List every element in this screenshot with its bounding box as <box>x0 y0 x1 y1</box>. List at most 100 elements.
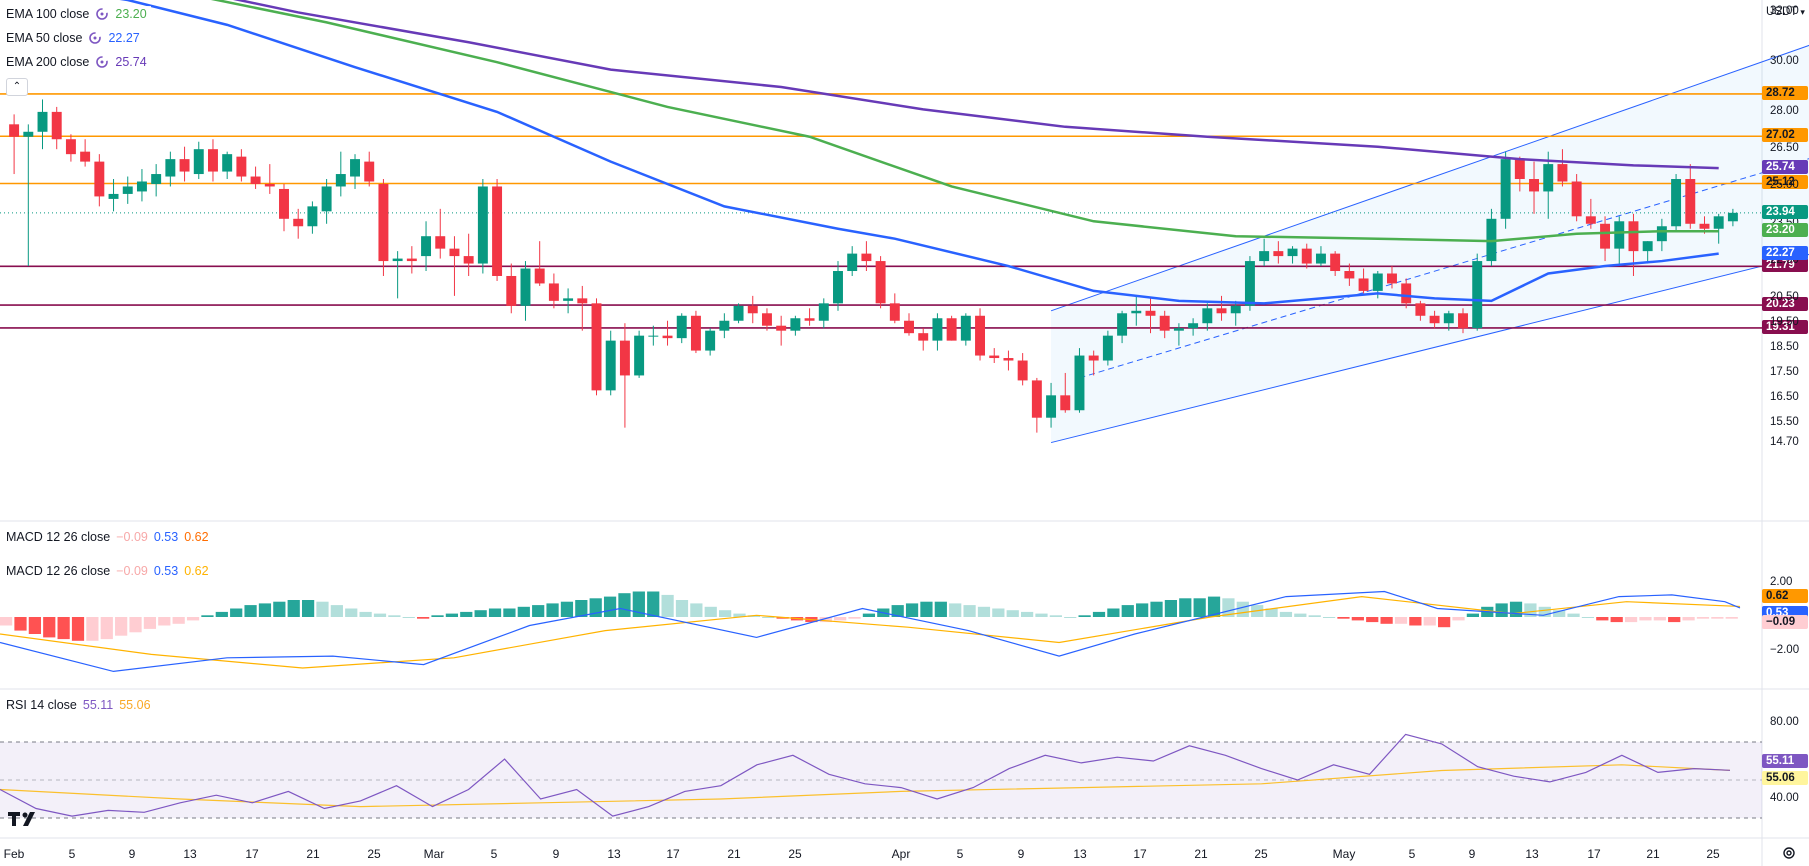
candle-body <box>421 236 432 257</box>
price-tick-label: 25.00 <box>1770 179 1799 192</box>
time-axis-label: 5 <box>956 847 964 861</box>
level-tag: 27.02 <box>1762 128 1808 143</box>
candle-body <box>1685 179 1696 224</box>
macd-hist-bar <box>1064 617 1077 618</box>
macd-hist-bar <box>1308 615 1321 617</box>
price-tag: 23.94 <box>1762 204 1808 219</box>
price-tick-label: 19.50 <box>1770 316 1799 329</box>
ema200-line <box>232 0 1719 170</box>
legend-ema100[interactable]: EMA 100 close 23.20 <box>6 6 151 22</box>
macd-hist-bar <box>57 617 70 640</box>
macd-hist-bar <box>1294 613 1307 617</box>
macd-hist-bar <box>1164 600 1178 617</box>
time-axis-label: 9 <box>128 847 136 861</box>
macd-hist-bar <box>0 617 13 626</box>
macd-hist-bar <box>316 601 329 617</box>
price-tick-label: 30.00 <box>1770 55 1799 68</box>
macd-hist-bar <box>920 601 933 617</box>
legend-macd[interactable]: MACD 12 26 close −0.09 0.53 0.62 <box>6 563 213 579</box>
candle-body <box>733 305 744 321</box>
macd-hist-bar <box>129 617 142 633</box>
macd-hist-bar <box>819 617 832 623</box>
candle-body <box>1358 278 1369 291</box>
candle-body <box>1159 315 1170 331</box>
candle-body <box>847 253 858 272</box>
currency-label: USDT <box>1766 6 1798 18</box>
tradingview-logo <box>8 810 42 833</box>
macd-hist-bar <box>287 600 300 617</box>
candle-body <box>37 111 48 132</box>
ema50-line <box>119 0 1719 305</box>
macd-hist-bar <box>603 596 617 617</box>
price-tick-label: 20.50 <box>1770 291 1799 304</box>
macd-hist-bar <box>1682 617 1695 621</box>
macd-hist-bar <box>1538 606 1551 617</box>
refresh-icon[interactable] <box>88 31 102 45</box>
candle-body <box>1543 164 1554 192</box>
candle-body <box>51 111 62 140</box>
legend-ema50[interactable]: EMA 50 close 22.27 <box>6 30 144 46</box>
legend-macd-label: MACD 12 26 close <box>6 564 111 578</box>
macd-hist-bar <box>1236 601 1249 617</box>
macd-hist-bar <box>1495 603 1508 617</box>
level-tag: 19.31 <box>1762 319 1808 334</box>
candle-body <box>1173 328 1184 331</box>
collapse-legend-button[interactable]: ⌃ <box>6 78 28 96</box>
candle-body <box>975 315 986 356</box>
settings-gear-icon[interactable] <box>1782 846 1796 860</box>
candle-body <box>1117 313 1128 336</box>
macd-hist-bar <box>1092 611 1106 617</box>
candle-body <box>1344 271 1355 279</box>
macd-hist-bar <box>1366 617 1379 623</box>
time-axis-label: 17 <box>666 847 680 861</box>
legend-rsi[interactable]: RSI 14 close 55.11 55.06 <box>6 697 155 713</box>
candle-body <box>989 355 1000 359</box>
time-axis-label: 21 <box>1194 847 1208 861</box>
time-axis-label: 13 <box>1073 847 1087 861</box>
chevron-down-icon: ▾ <box>1800 7 1805 17</box>
candle-body <box>463 256 474 264</box>
price-tag: 23.20 <box>1762 223 1808 238</box>
candle-body <box>1202 308 1213 324</box>
price-tick-label: 26.50 <box>1770 142 1799 155</box>
legend-macd-top[interactable]: MACD 12 26 close −0.09 0.53 0.62 <box>6 529 213 545</box>
macd-hist-bar <box>460 611 473 617</box>
macd-hist-bar <box>675 600 689 617</box>
candle-body <box>719 320 730 331</box>
candle-body <box>875 261 886 304</box>
channel-mid-line <box>1079 158 1809 379</box>
candle-body <box>634 335 645 376</box>
currency-selector[interactable]: USDT ▾ <box>1766 6 1805 18</box>
candle-body <box>776 325 787 331</box>
macd-hist-bar <box>345 608 358 617</box>
candle-body <box>1188 323 1199 329</box>
time-axis-label: 5 <box>68 847 76 861</box>
macd-hist-bar <box>1423 617 1436 626</box>
candle-body <box>506 275 517 306</box>
candle-body <box>1443 313 1454 324</box>
legend-rsi-label: RSI 14 close <box>6 698 77 712</box>
candle-body <box>676 315 687 339</box>
candle-body <box>833 271 843 304</box>
candle-body <box>1557 164 1568 182</box>
time-axis-label: 9 <box>1017 847 1025 861</box>
candle-body <box>1401 283 1412 304</box>
refresh-icon[interactable] <box>95 7 109 21</box>
refresh-icon[interactable] <box>95 55 109 69</box>
time-axis-label: 9 <box>1468 847 1476 861</box>
candle-body <box>804 318 815 321</box>
macd-hist-bar <box>172 617 185 624</box>
candle-body <box>1713 216 1724 229</box>
legend-ema200[interactable]: EMA 200 close 25.74 <box>6 54 151 70</box>
candle-body <box>406 258 417 262</box>
price-tick-label: 28.00 <box>1770 104 1799 117</box>
macd-hist-bar <box>647 591 660 617</box>
macd-hist-bar <box>215 611 228 617</box>
candle-body <box>1273 251 1284 257</box>
candle-body <box>179 159 190 172</box>
macd-hist-bar <box>891 605 904 617</box>
macd-hist-bar <box>1107 608 1120 617</box>
channel-upper-line <box>1050 44 1809 312</box>
time-axis-label: 17 <box>1133 847 1147 861</box>
